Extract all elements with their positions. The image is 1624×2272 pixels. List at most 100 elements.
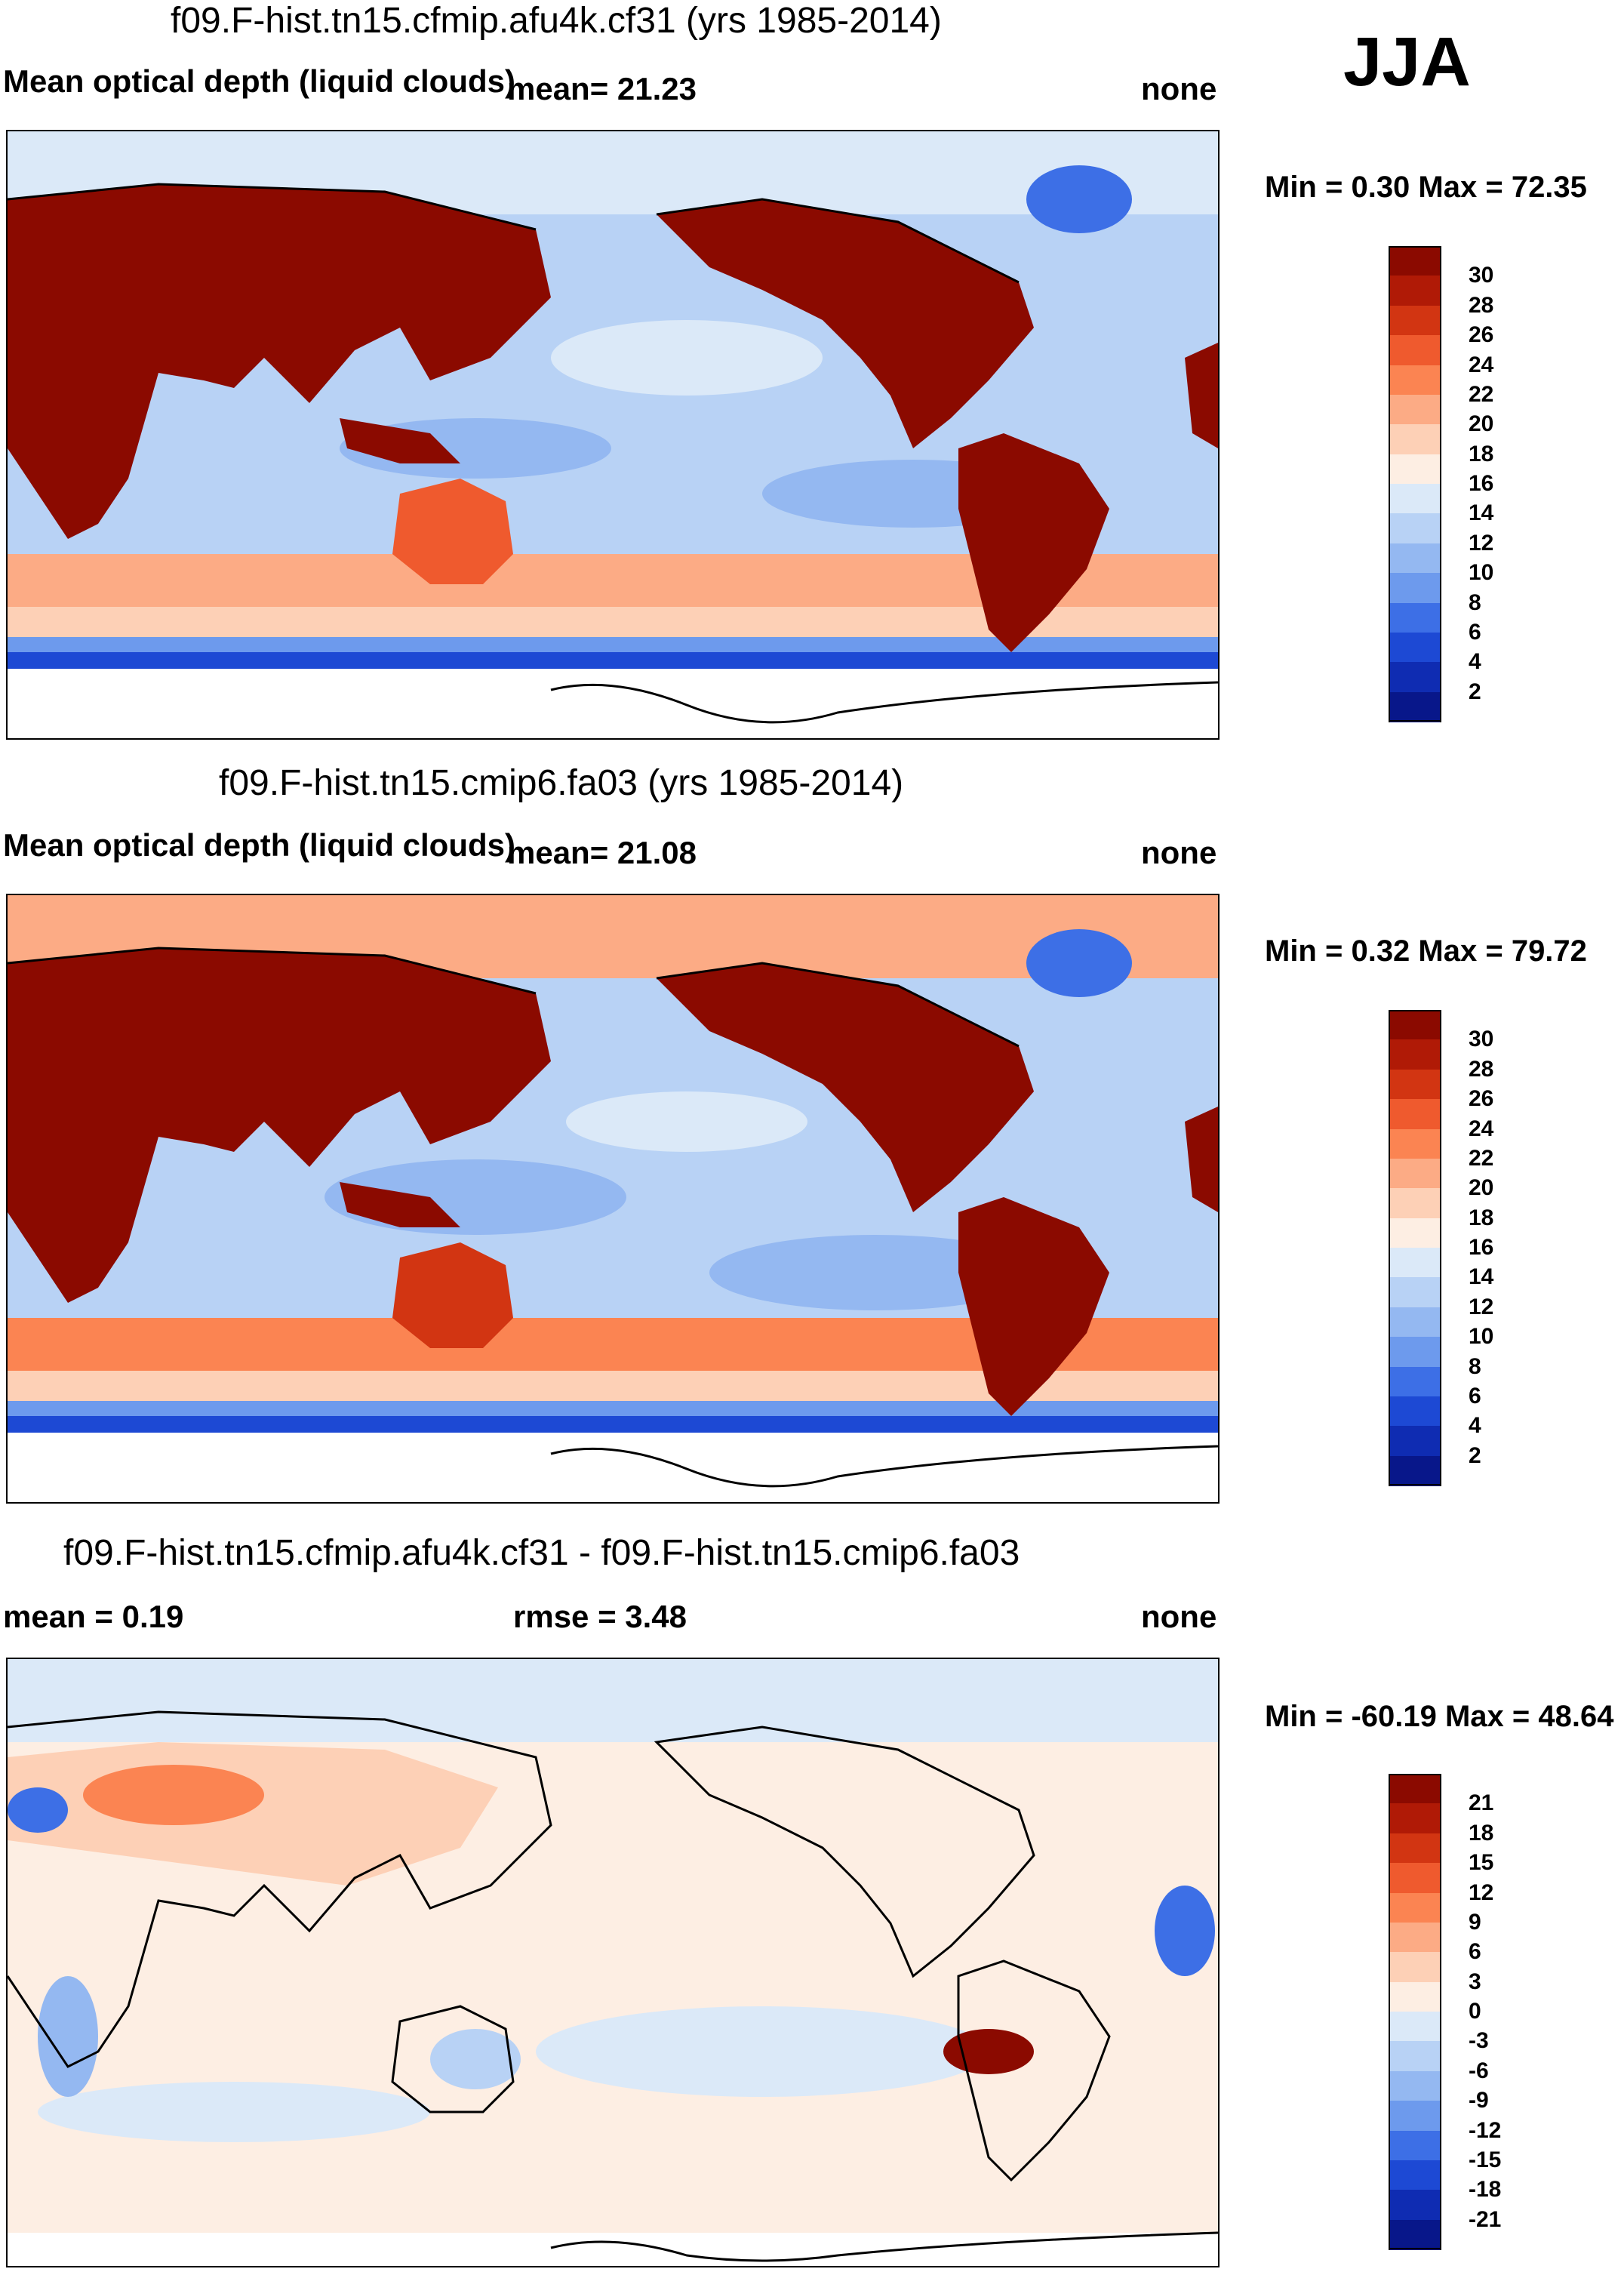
colorbar-swatch	[1389, 276, 1441, 306]
colorbar-tick-label: -3	[1469, 2028, 1489, 2054]
colorbar-tick-label: 26	[1469, 322, 1494, 348]
panel1-colorbar: 30 28 26 24 22 20 18 16 14 12 10 8 6 4 2	[1389, 246, 1539, 726]
colorbar-tick-label: 4	[1469, 649, 1481, 675]
panel2-map	[6, 894, 1220, 1504]
colorbar-tick-label: -6	[1469, 2058, 1489, 2083]
panel1-units-label: none	[1141, 71, 1217, 106]
colorbar-swatch	[1389, 1366, 1441, 1397]
colorbar-tick-label: 21	[1469, 1790, 1494, 1816]
panel3-title: f09.F-hist.tn15.cfmip.afu4k.cf31 - f09.F…	[63, 1533, 1020, 1573]
colorbar-swatch	[1389, 1277, 1441, 1308]
colorbar-tick-label: 18	[1469, 441, 1494, 466]
season-label: JJA	[1343, 23, 1471, 100]
colorbar-swatch	[1389, 2219, 1441, 2250]
colorbar-tick-label: 16	[1469, 471, 1494, 496]
colorbar-tick-label: 9	[1469, 1909, 1481, 1935]
colorbar-tick-label: 30	[1469, 263, 1494, 288]
colorbar-swatch	[1389, 246, 1441, 277]
colorbar-swatch	[1389, 1426, 1441, 1457]
colorbar-swatch	[1389, 1039, 1441, 1070]
colorbar-tick-label: 24	[1469, 1116, 1494, 1141]
colorbar-tick-label: 6	[1469, 1383, 1481, 1408]
colorbar-tick-label: 12	[1469, 1879, 1494, 1905]
colorbar-tick-label: 15	[1469, 1850, 1494, 1876]
colorbar-swatch	[1389, 691, 1441, 722]
panel1-map	[6, 130, 1220, 740]
panel3-mean-label: mean = 0.19	[3, 1599, 184, 1634]
colorbar-tick-label: 12	[1469, 1294, 1494, 1319]
colorbar-swatch	[1389, 1922, 1441, 1953]
colorbar-tick-label: -9	[1469, 2088, 1489, 2113]
colorbar-tick-label: -12	[1469, 2117, 1502, 2143]
colorbar-tick-label: 28	[1469, 292, 1494, 318]
colorbar-swatch	[1389, 305, 1441, 337]
colorbar-tick-label: -21	[1469, 2206, 1502, 2232]
colorbar-swatch	[1389, 543, 1441, 574]
colorbar-swatch	[1389, 1863, 1441, 1894]
colorbar-swatch	[1389, 1981, 1441, 2012]
panel2-colorbar: 30 28 26 24 22 20 18 16 14 12 10 8 6 4 2	[1389, 1010, 1539, 1490]
colorbar-swatch	[1389, 1803, 1441, 1834]
colorbar-swatch	[1389, 632, 1441, 663]
colorbar-tick-label: 16	[1469, 1235, 1494, 1260]
colorbar-swatch	[1389, 335, 1441, 366]
colorbar-swatch	[1389, 1774, 1441, 1805]
colorbar-swatch	[1389, 1069, 1441, 1101]
colorbar-tick-label: 18	[1469, 1820, 1494, 1846]
colorbar-swatch	[1389, 1099, 1441, 1130]
panel2-title: f09.F-hist.tn15.cmip6.fa03 (yrs 1985-201…	[219, 763, 904, 803]
panel2-units-label: none	[1141, 835, 1217, 870]
colorbar-swatch	[1389, 2130, 1441, 2161]
colorbar-tick-label: 4	[1469, 1413, 1481, 1439]
colorbar-tick-label: 14	[1469, 1264, 1494, 1290]
colorbar-tick-label: 6	[1469, 1939, 1481, 1965]
colorbar-tick-label: 12	[1469, 530, 1494, 556]
colorbar-tick-label: 14	[1469, 500, 1494, 526]
panel2-mean-label: mean= 21.08	[507, 835, 697, 870]
colorbar-tick-label: 28	[1469, 1056, 1494, 1082]
panel2-variable-label: Mean optical depth (liquid clouds)	[3, 827, 515, 863]
colorbar-swatch	[1389, 1833, 1441, 1864]
colorbar-tick-label: 2	[1469, 679, 1481, 704]
colorbar-swatch	[1389, 1010, 1441, 1041]
panel3-colorbar: 21 18 15 12 9 6 3 0 -3 -6 -9 -12 -15 -18 -21	[1389, 1774, 1539, 2254]
colorbar-tick-label: 3	[1469, 1969, 1481, 1994]
colorbar-swatch	[1389, 1952, 1441, 1983]
colorbar-swatch	[1389, 2041, 1441, 2072]
colorbar-tick-label: 0	[1469, 1999, 1481, 2024]
panel1-variable-label: Mean optical depth (liquid clouds)	[3, 63, 515, 99]
colorbar-swatch	[1389, 1248, 1441, 1279]
colorbar-tick-label: 2	[1469, 1442, 1481, 1468]
colorbar-tick-label: 26	[1469, 1086, 1494, 1112]
colorbar-swatch	[1389, 2160, 1441, 2191]
colorbar-swatch	[1389, 454, 1441, 485]
panel3-map	[6, 1658, 1220, 2267]
colorbar-swatch	[1389, 394, 1441, 426]
colorbar-swatch	[1389, 1396, 1441, 1427]
colorbar-swatch	[1389, 1128, 1441, 1159]
colorbar-swatch	[1389, 424, 1441, 455]
colorbar-swatch	[1389, 573, 1441, 604]
colorbar-tick-label: 20	[1469, 411, 1494, 437]
colorbar-tick-label: 24	[1469, 352, 1494, 377]
colorbar-swatch	[1389, 365, 1441, 396]
colorbar-swatch	[1389, 1337, 1441, 1368]
colorbar-tick-label: 8	[1469, 1353, 1481, 1379]
panel3-rmse-label: rmse = 3.48	[513, 1599, 687, 1634]
colorbar-tick-label: -18	[1469, 2177, 1502, 2203]
colorbar-tick-label: 10	[1469, 560, 1494, 586]
colorbar-tick-label: 30	[1469, 1027, 1494, 1052]
colorbar-tick-label: 8	[1469, 590, 1481, 615]
colorbar-swatch	[1389, 662, 1441, 693]
colorbar-tick-label: 6	[1469, 619, 1481, 645]
colorbar-swatch	[1389, 484, 1441, 515]
panel2-minmax: Min = 0.32 Max = 79.72	[1265, 934, 1587, 968]
colorbar-swatch	[1389, 602, 1441, 633]
colorbar-tick-label: 22	[1469, 1145, 1494, 1171]
panel3-minmax: Min = -60.19 Max = 48.64	[1265, 1700, 1614, 1733]
colorbar-tick-label: 18	[1469, 1205, 1494, 1230]
colorbar-swatch	[1389, 2190, 1441, 2221]
colorbar-swatch	[1389, 1307, 1441, 1338]
colorbar-tick-label: 20	[1469, 1175, 1494, 1201]
colorbar-swatch	[1389, 2101, 1441, 2132]
